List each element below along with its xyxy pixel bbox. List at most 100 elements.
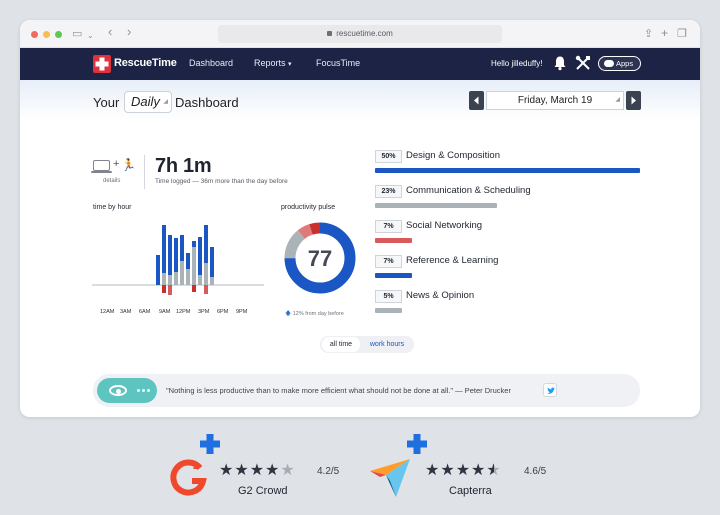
arrow-left-icon <box>474 96 479 105</box>
lock-icon <box>327 31 333 36</box>
hour-bar[interactable] <box>186 253 190 269</box>
hour-bar[interactable] <box>156 255 160 285</box>
category-name[interactable]: Social Networking <box>406 220 483 231</box>
category-row[interactable]: 7% Social Networking <box>375 220 645 246</box>
nav-reports-link[interactable]: Reports ▾ <box>254 58 292 68</box>
productivity-pulse-title: productivity pulse <box>281 204 336 211</box>
category-row[interactable]: 7% Reference & Learning <box>375 255 645 281</box>
new-tab-icon[interactable]: + <box>661 26 669 40</box>
dashboard-content: Your Daily ◢ Dashboard Friday, March 19 ◢ … <box>20 80 700 417</box>
category-row[interactable]: 5% News & Opinion <box>375 290 645 316</box>
hour-bar-distracting <box>162 285 166 293</box>
nav-focustime-link[interactable]: FocusTime <box>316 58 361 68</box>
date-picker: Friday, March 19 ◢ <box>469 91 641 110</box>
minimize-window-button[interactable] <box>43 31 50 38</box>
next-day-button[interactable] <box>626 91 641 110</box>
pulse-neutral-arc <box>284 222 356 294</box>
back-icon[interactable]: ‹ <box>108 24 113 39</box>
dot-icon <box>147 389 150 392</box>
tabs-overview-icon[interactable]: ❐ <box>677 28 687 40</box>
pulse-score: 77 <box>308 246 332 271</box>
date-field[interactable]: Friday, March 19 ◢ <box>486 91 624 110</box>
hour-bar-neutral <box>174 272 178 285</box>
details-link[interactable]: details <box>103 178 121 184</box>
url-bar[interactable]: rescuetime.com <box>218 25 502 43</box>
hour-bar-neutral <box>162 273 166 285</box>
category-percent: 5% <box>375 290 402 303</box>
category-bar <box>375 203 497 208</box>
work-hours-toggle[interactable]: work hours <box>369 341 405 348</box>
period-select[interactable]: Daily ◢ <box>124 91 172 113</box>
resize-corner-icon: ◢ <box>163 99 168 105</box>
apps-label: Apps <box>616 59 634 68</box>
hour-bar-neutral <box>186 269 190 285</box>
hour-bar[interactable] <box>162 225 166 273</box>
nav-reports-label: Reports <box>254 58 286 68</box>
hour-tick-label: 6PM <box>217 309 229 315</box>
category-percent: 7% <box>375 255 402 268</box>
maximize-window-button[interactable] <box>55 31 62 38</box>
title-prefix: Your <box>93 95 120 110</box>
hour-tick-label: 12AM <box>100 309 115 315</box>
hour-bar-distracting <box>168 285 172 295</box>
half-star-icon: ★ <box>486 462 502 479</box>
category-row[interactable]: 23% Communication & Scheduling <box>375 185 645 211</box>
category-percent: 23% <box>375 185 402 198</box>
close-window-button[interactable] <box>31 31 38 38</box>
top-navigation: RescueTime Dashboard Reports ▾ FocusTime… <box>20 48 700 80</box>
running-person-icon: 🏃 <box>121 158 136 172</box>
nav-dashboard-link[interactable]: Dashboard <box>189 58 234 68</box>
quote-banner: "Nothing is less productive than to make… <box>93 374 640 407</box>
tools-icon[interactable] <box>575 55 591 71</box>
category-bar <box>375 238 412 243</box>
category-row[interactable]: 50% Design & Composition <box>375 150 645 176</box>
user-greeting[interactable]: Hello jilleduffy! <box>491 59 543 68</box>
share-icon[interactable]: ⇪ <box>644 28 654 40</box>
bell-icon[interactable] <box>553 55 567 71</box>
hour-bar-neutral <box>198 275 202 285</box>
time-by-hour-chart[interactable] <box>92 211 267 301</box>
tweet-button[interactable] <box>543 383 557 397</box>
hour-bar[interactable] <box>168 235 172 275</box>
arrow-up-icon: 🡅 <box>285 311 292 317</box>
focus-eye-button[interactable] <box>97 378 157 403</box>
previous-day-button[interactable] <box>469 91 484 110</box>
browser-titlebar: ▭ ⌄ ‹ › rescuetime.com ⇪ + ❐ <box>20 20 700 48</box>
hour-bar[interactable] <box>210 247 214 277</box>
brand-name[interactable]: RescueTime <box>114 57 177 69</box>
pulse-change: 🡅 12% from day before <box>285 309 344 319</box>
divider <box>144 155 145 189</box>
all-time-toggle[interactable]: all time <box>322 337 360 352</box>
hour-bar[interactable] <box>192 241 196 247</box>
hour-tick-label: 12PM <box>176 309 191 315</box>
hour-bar[interactable] <box>180 235 184 261</box>
browser-window: ▭ ⌄ ‹ › rescuetime.com ⇪ + ❐ RescueTime … <box>20 20 700 417</box>
capterra-score: 4.6/5 <box>524 466 547 477</box>
quote-text: "Nothing is less productive than to make… <box>166 386 511 395</box>
twitter-icon <box>547 387 555 394</box>
category-bar <box>375 308 402 313</box>
hour-bar[interactable] <box>204 225 208 263</box>
total-time-comparison: Time logged — 36m more than the day befo… <box>155 178 288 185</box>
pulse-change-text: 12% from day before <box>292 311 344 317</box>
title-suffix: Dashboard <box>175 95 239 110</box>
hour-tick-label: 3PM <box>198 309 210 315</box>
hour-bar-neutral <box>204 263 208 285</box>
sidebar-toggle-icon[interactable]: ▭ <box>72 28 83 40</box>
pulse-center <box>296 234 344 282</box>
rescuetime-logo-icon[interactable] <box>93 55 111 73</box>
chevron-down-icon[interactable]: ⌄ <box>87 31 94 40</box>
productivity-pulse-donut[interactable]: 77 <box>282 220 358 296</box>
hour-bar[interactable] <box>198 237 202 275</box>
dot-icon <box>142 389 145 392</box>
arrow-right-icon <box>631 96 636 105</box>
g2-score: 4.2/5 <box>317 466 340 477</box>
hour-bar[interactable] <box>174 238 178 272</box>
date-value: Friday, March 19 <box>517 95 593 106</box>
category-name[interactable]: Design & Composition <box>406 150 500 161</box>
apps-button[interactable]: Apps <box>598 56 641 71</box>
category-name[interactable]: Communication & Scheduling <box>406 185 531 196</box>
category-name[interactable]: News & Opinion <box>406 290 475 301</box>
category-name[interactable]: Reference & Learning <box>406 255 499 266</box>
forward-icon[interactable]: › <box>127 24 132 39</box>
